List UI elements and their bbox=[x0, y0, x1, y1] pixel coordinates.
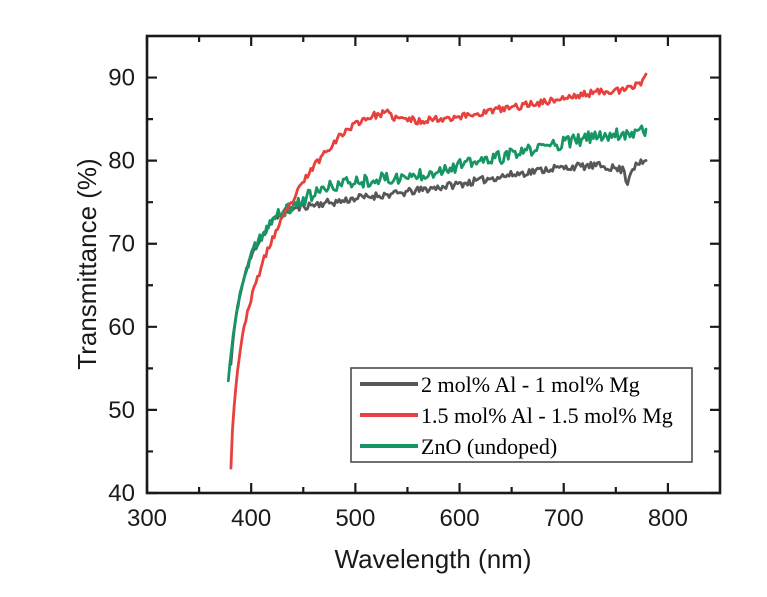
legend-label: 1.5 mol% Al - 1.5 mol% Mg bbox=[421, 403, 673, 428]
x-tick-label: 800 bbox=[648, 505, 688, 532]
y-tick-label: 60 bbox=[108, 314, 135, 341]
legend-item: ZnO (undoped) bbox=[360, 434, 557, 459]
series-line-2 bbox=[229, 72, 648, 470]
y-tick-labels: 40 50 60 70 80 90 bbox=[108, 65, 135, 507]
x-tick-label: 500 bbox=[335, 505, 375, 532]
series-line-3 bbox=[226, 124, 648, 383]
legend: 2 mol% Al - 1 mol% Mg 1.5 mol% Al - 1.5 m… bbox=[350, 367, 693, 463]
x-tick-label: 300 bbox=[127, 505, 167, 532]
plot-frame bbox=[145, 34, 722, 495]
y-tick-label: 90 bbox=[108, 65, 135, 92]
series-line-1 bbox=[229, 158, 648, 366]
x-tick-label: 600 bbox=[440, 505, 480, 532]
y-tick-label: 70 bbox=[108, 231, 135, 258]
y-axis-title: Transmittance (%) bbox=[72, 158, 102, 369]
legend-label: 2 mol% Al - 1 mol% Mg bbox=[421, 372, 640, 397]
x-tick-labels: 300 400 500 600 700 800 bbox=[127, 505, 688, 532]
y-tick-label: 50 bbox=[108, 397, 135, 424]
x-tick-label: 400 bbox=[231, 505, 271, 532]
y-tick-label: 40 bbox=[108, 480, 135, 507]
x-tick-label: 700 bbox=[544, 505, 584, 532]
series-lines bbox=[226, 72, 648, 470]
legend-label: ZnO (undoped) bbox=[421, 434, 557, 459]
legend-item: 2 mol% Al - 1 mol% Mg bbox=[360, 372, 640, 397]
y-tick-label: 80 bbox=[108, 148, 135, 175]
legend-item: 1.5 mol% Al - 1.5 mol% Mg bbox=[360, 403, 673, 428]
x-axis-title: Wavelength (nm) bbox=[335, 544, 532, 574]
